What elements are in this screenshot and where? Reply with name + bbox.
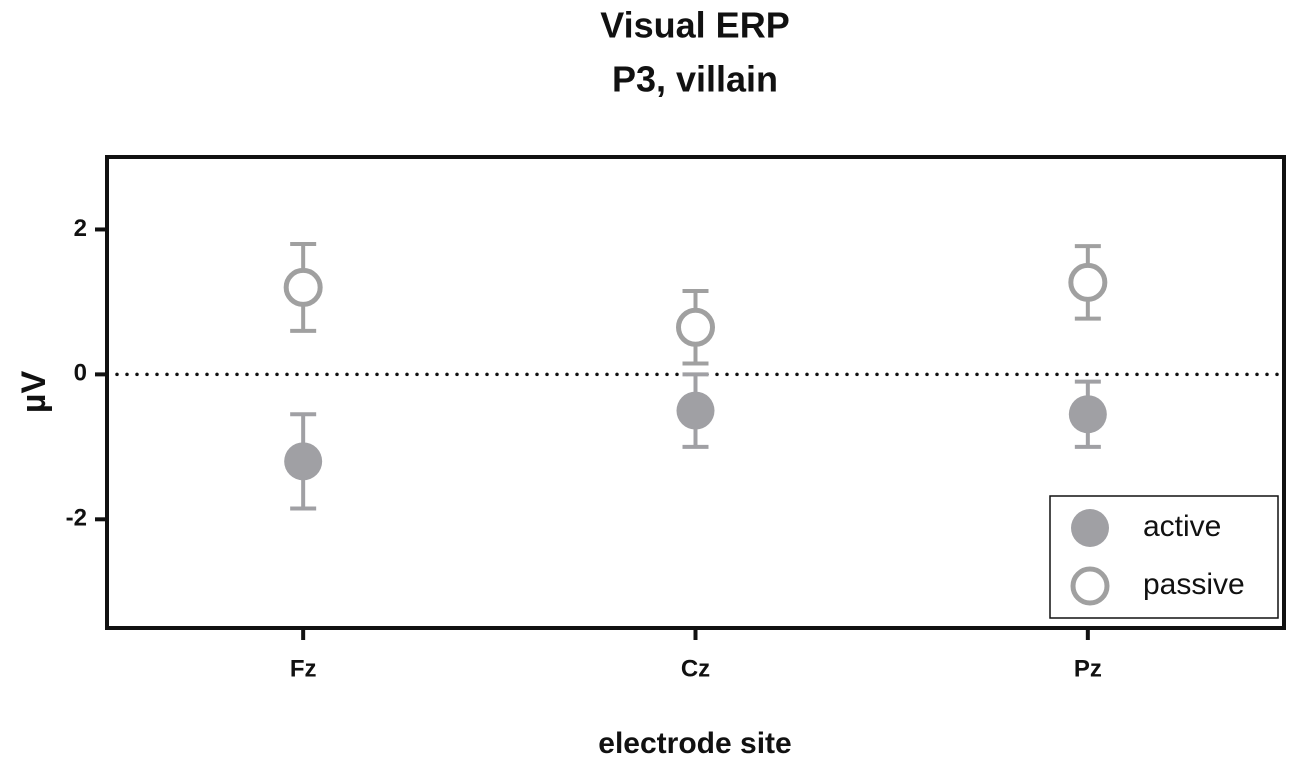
- marker: [1068, 395, 1107, 434]
- x-tick-label: Pz: [1074, 655, 1102, 682]
- marker: [676, 391, 715, 430]
- plot-frame: [105, 155, 1286, 630]
- legend-marker: [1070, 566, 1110, 606]
- legend-label: active: [1143, 510, 1221, 543]
- legend-marker: [1071, 509, 1109, 547]
- marker: [284, 442, 323, 481]
- x-tick-label: Cz: [681, 655, 710, 682]
- chart-subtitle: P3, villain: [612, 59, 778, 100]
- y-tick-label: 0: [74, 360, 87, 387]
- y-tick-label: 2: [74, 215, 87, 242]
- chart-title: Visual ERP: [600, 5, 789, 46]
- y-axis-label: µV: [15, 371, 53, 414]
- x-tick-label: Fz: [290, 655, 317, 682]
- marker: [676, 307, 715, 347]
- x-axis-label: electrode site: [598, 727, 791, 760]
- legend-label: passive: [1143, 568, 1245, 601]
- marker: [283, 267, 323, 307]
- marker: [1068, 262, 1108, 302]
- y-tick-label: -2: [66, 505, 87, 532]
